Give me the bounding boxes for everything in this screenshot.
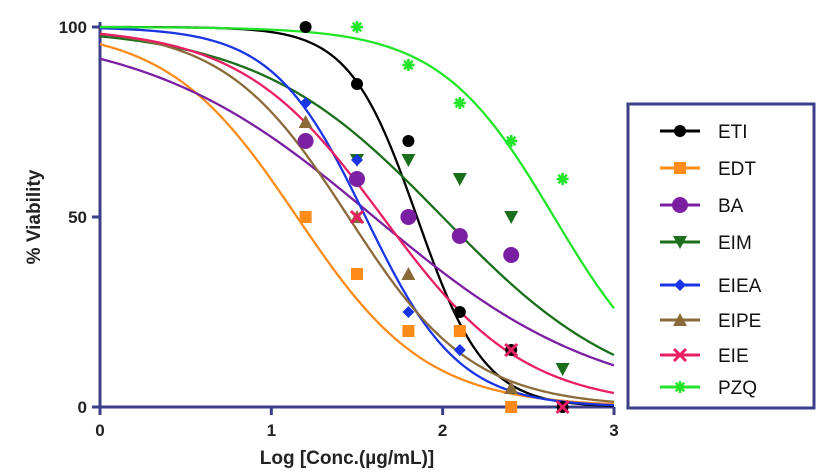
data-point-eiea bbox=[299, 97, 312, 109]
data-point-pzq-stroke bbox=[506, 135, 517, 147]
x-tick-label: 2 bbox=[438, 421, 447, 440]
y-tick-label: 100 bbox=[59, 18, 87, 37]
data-point-eipe bbox=[401, 267, 416, 280]
data-point-eim bbox=[504, 211, 519, 224]
fit-curve-eipe bbox=[99, 32, 615, 403]
y-tick-label: 0 bbox=[78, 398, 87, 417]
data-point-eiea bbox=[351, 154, 363, 166]
data-point-eim bbox=[401, 154, 416, 167]
axis-ticks: 0 50 100 0 1 2 3 bbox=[59, 18, 619, 440]
legend-marker-eipe bbox=[673, 313, 687, 326]
legend-label-eie: EIE bbox=[718, 346, 749, 367]
data-point-ba bbox=[451, 228, 468, 244]
x-tick-label: 1 bbox=[267, 421, 276, 440]
data-point-ba bbox=[503, 247, 520, 263]
legend-label-eiea: EIEA bbox=[718, 276, 762, 297]
legend-label-ba: BA bbox=[718, 196, 744, 217]
fit-curve-edt bbox=[99, 43, 615, 406]
data-point-pzq bbox=[453, 97, 466, 109]
data-point-eie-stroke bbox=[555, 399, 570, 415]
x-axis-title: Log [Conc.(µg/mL)] bbox=[260, 448, 435, 469]
legend-marker-edt bbox=[674, 162, 686, 174]
legend-marker-eti bbox=[674, 125, 686, 137]
data-point-edt bbox=[351, 268, 363, 280]
data-point-eiea bbox=[453, 344, 466, 356]
data-point-edt bbox=[299, 211, 312, 223]
data-point-pzq-stroke bbox=[557, 173, 568, 185]
data-point-eie-stroke bbox=[504, 342, 519, 358]
x-tick-label: 0 bbox=[95, 421, 104, 440]
data-point-eipe bbox=[298, 115, 313, 128]
data-point-pzq bbox=[402, 59, 415, 71]
data-point-eiea bbox=[402, 306, 415, 318]
plot-frame bbox=[98, 22, 614, 409]
data-point-ba bbox=[400, 209, 417, 225]
legend-marker-ba bbox=[672, 197, 688, 213]
data-point-pzq bbox=[351, 21, 363, 33]
legend-marker-eim bbox=[673, 236, 687, 249]
legend-marker-pzq bbox=[674, 381, 686, 393]
legend-marker-eie-stroke bbox=[672, 347, 688, 363]
data-point-ba bbox=[297, 133, 314, 149]
legend-label-eim: EIM bbox=[718, 233, 752, 254]
data-point-pzq bbox=[505, 135, 518, 147]
data-point-eti bbox=[402, 135, 415, 147]
data-point-pzq-stroke bbox=[403, 59, 414, 71]
data-point-edt bbox=[453, 325, 466, 337]
legend-marker-eiea bbox=[674, 279, 686, 291]
data-point-pzq bbox=[556, 173, 569, 185]
data-point-eie bbox=[504, 342, 519, 358]
legend-label-eti: ETI bbox=[718, 122, 748, 143]
x-tick-label: 3 bbox=[609, 421, 618, 440]
legend-marker-eie bbox=[672, 347, 688, 363]
fit-curve-pzq bbox=[100, 25, 615, 310]
data-point-edt bbox=[402, 325, 415, 337]
legend-marker-pzq-stroke bbox=[674, 381, 686, 393]
data-point-eie bbox=[555, 399, 570, 415]
legend: ETI EDT BA EIM EIEA EIPE EIE PZQ bbox=[626, 102, 816, 410]
fit-curve-ba bbox=[99, 57, 615, 367]
data-point-pzq-stroke bbox=[454, 97, 465, 109]
data-point-eti bbox=[351, 78, 363, 90]
data-point-ba bbox=[349, 171, 365, 187]
data-point-edt bbox=[505, 401, 518, 413]
y-axis-title: % Viability bbox=[24, 169, 45, 264]
data-point-eti bbox=[453, 306, 466, 318]
legend-label-pzq: PZQ bbox=[718, 378, 757, 399]
data-point-eie-stroke bbox=[349, 209, 365, 225]
y-tick-label: 50 bbox=[68, 208, 87, 227]
legend-label-edt: EDT bbox=[718, 159, 756, 180]
data-point-eti bbox=[299, 21, 312, 33]
legend-box bbox=[626, 102, 816, 410]
data-point-eipe bbox=[504, 381, 519, 394]
data-points bbox=[297, 21, 570, 415]
fit-curve-eiea bbox=[99, 27, 615, 407]
data-point-eie bbox=[349, 209, 365, 225]
data-point-eim bbox=[555, 363, 570, 376]
data-point-eim bbox=[452, 173, 467, 186]
data-point-pzq-stroke bbox=[351, 21, 363, 33]
legend-label-eipe: EIPE bbox=[718, 311, 761, 332]
